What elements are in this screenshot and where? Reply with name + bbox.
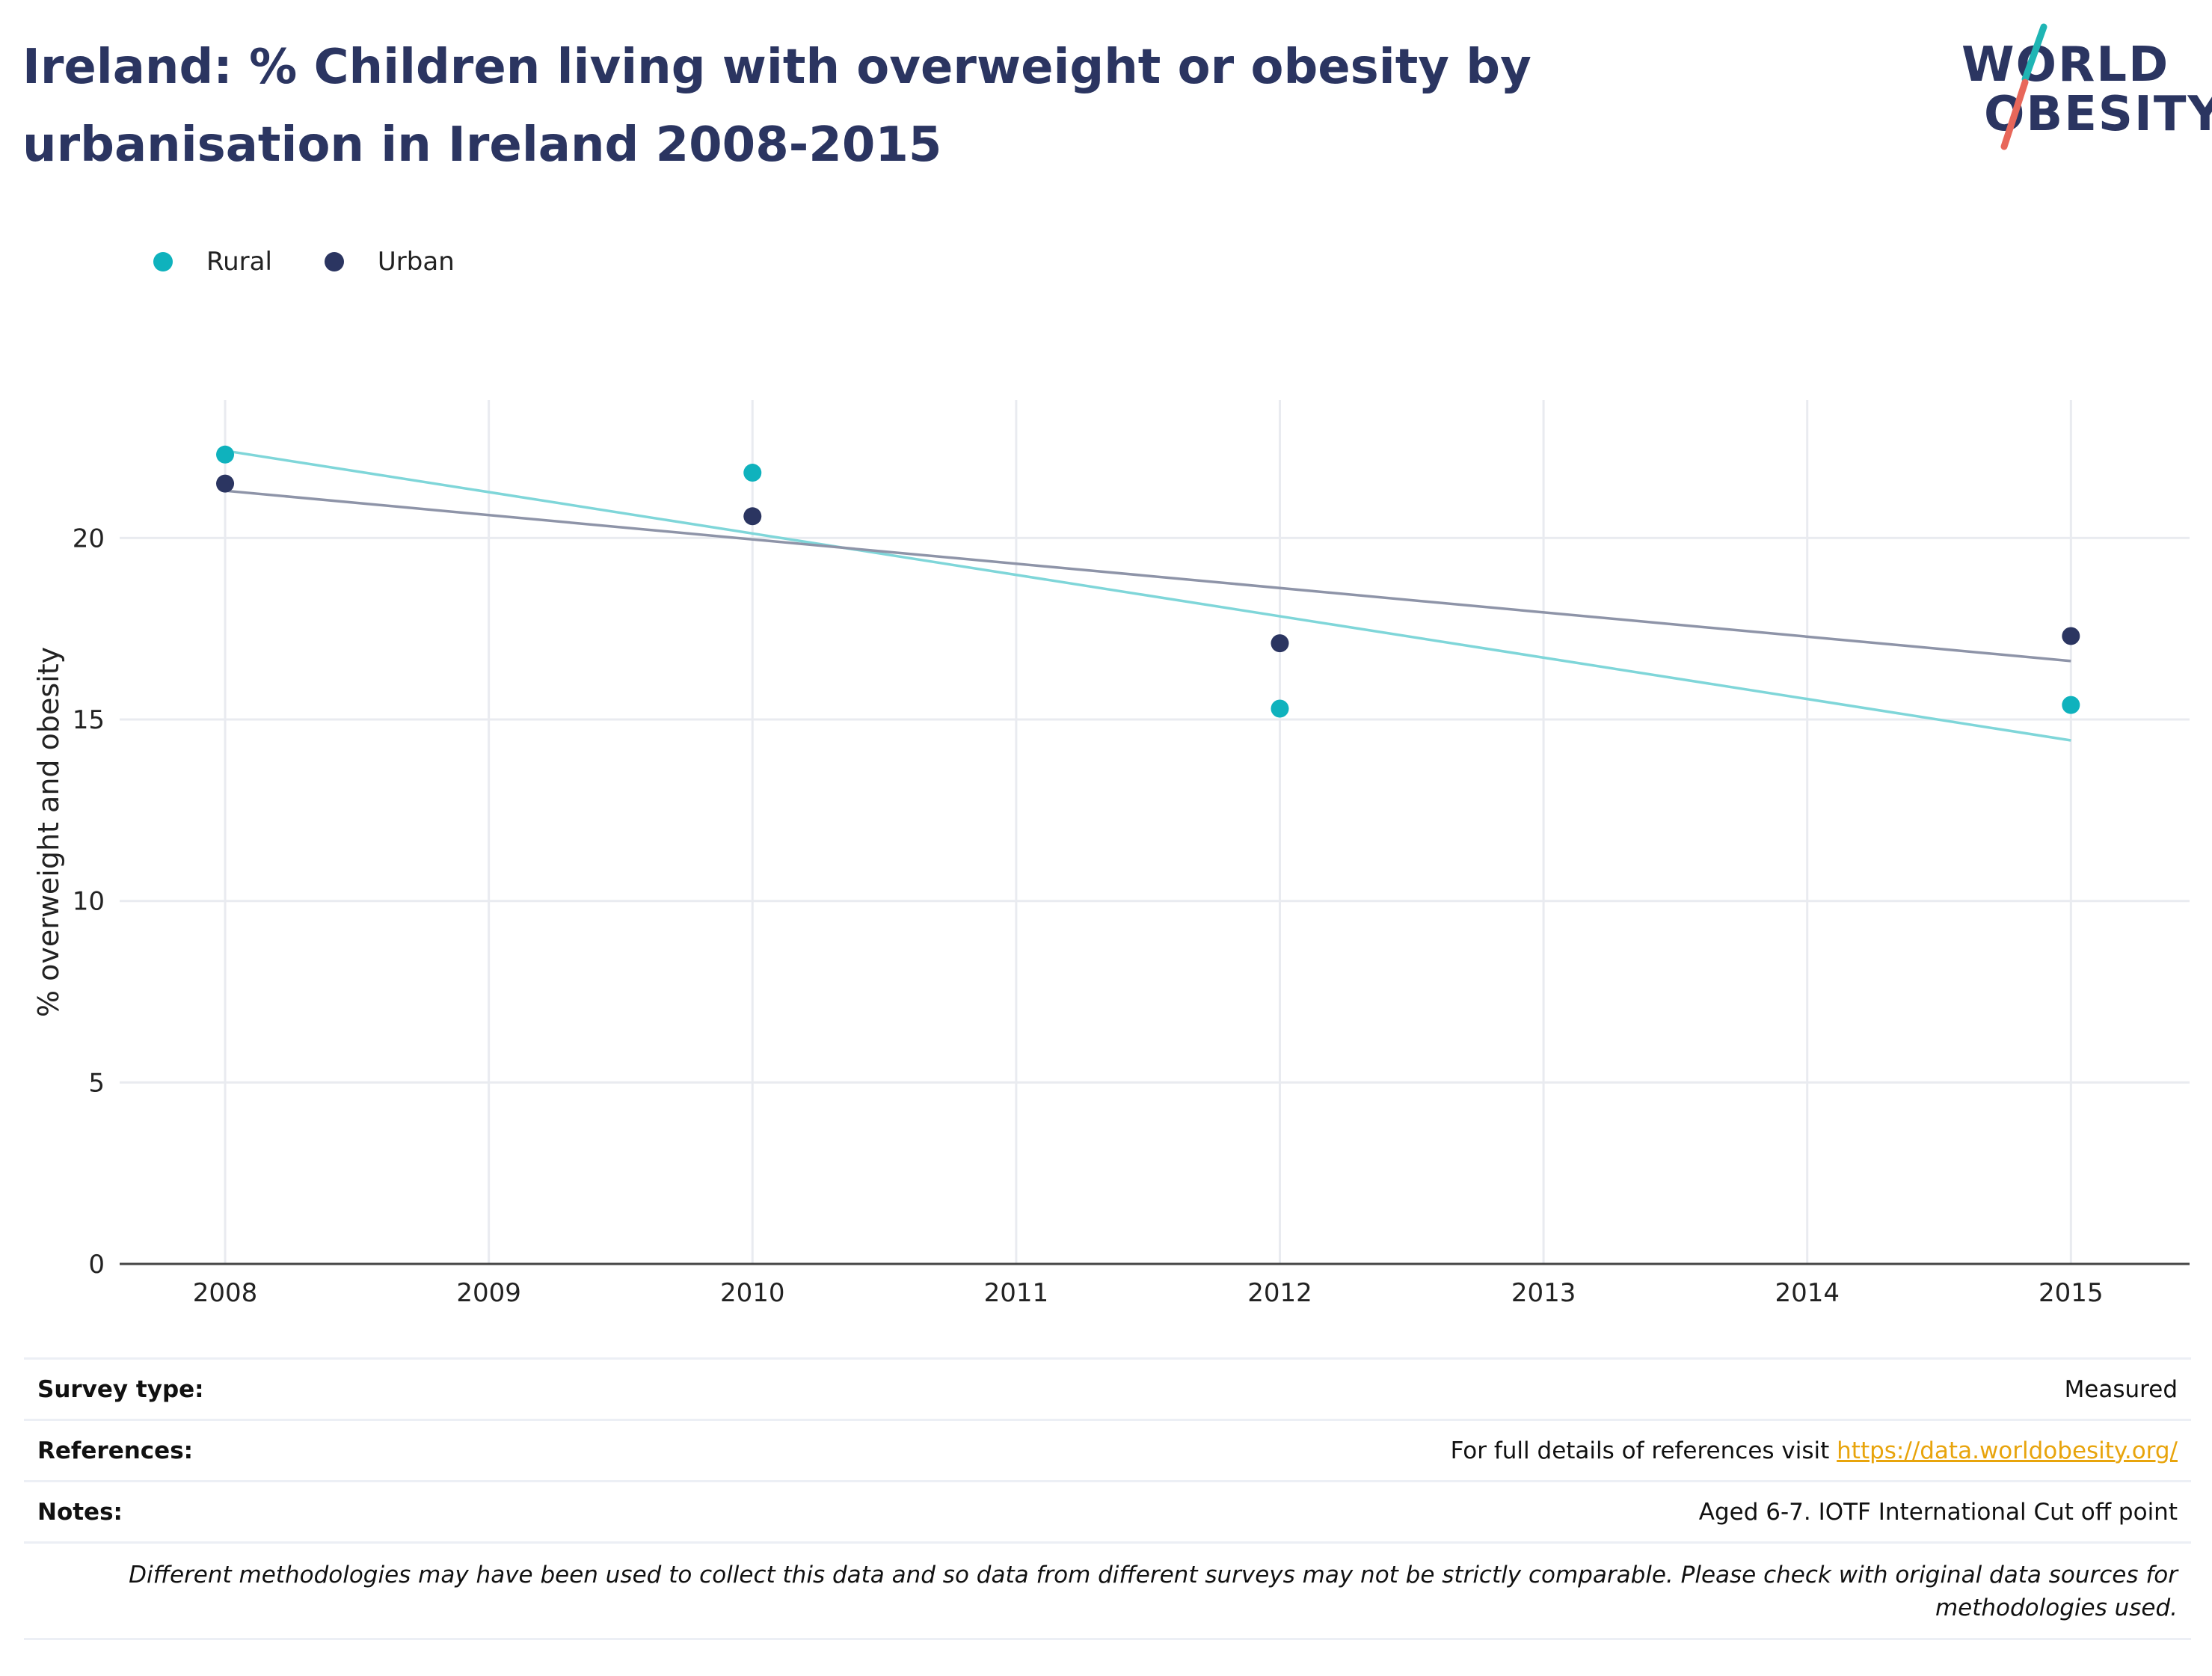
- legend-label-rural: Rural: [206, 247, 272, 277]
- page-title: Ireland: % Children living with overweig…: [22, 40, 1531, 173]
- info-row-references: References: For full details of referenc…: [24, 1419, 2191, 1480]
- legend-marker-rural: [153, 252, 173, 271]
- logo-slash-icon: [2000, 23, 2047, 150]
- references-link[interactable]: https://data.worldobesity.org/: [1837, 1437, 2178, 1464]
- x-tick-label-2012: 2012: [1247, 1278, 1312, 1308]
- scatter-chart: 2008 2009 2010 2011 2012 2013 2014 2015 0 5 10 15 20…: [32, 400, 2190, 1308]
- survey-type-label: Survey type:: [37, 1375, 204, 1403]
- notes-value: Aged 6-7. IOTF International Cut off poi…: [1698, 1498, 2178, 1526]
- trendline-urban: [224, 489, 2071, 663]
- references-prefix: For full details of references visit: [1450, 1437, 1837, 1464]
- y-tick-label-15: 15: [73, 705, 105, 735]
- y-tick-label-0: 0: [88, 1250, 105, 1280]
- point-urban-2010: [743, 507, 762, 526]
- x-tick-label-2008: 2008: [193, 1278, 258, 1308]
- y-tick-label-5: 5: [88, 1068, 105, 1098]
- point-urban-2012: [1271, 634, 1289, 653]
- x-tick-label-2010: 2010: [720, 1278, 785, 1308]
- point-urban-2008: [216, 474, 235, 493]
- point-urban-2015: [2062, 627, 2080, 645]
- legend-item-rural[interactable]: Rural: [153, 247, 272, 277]
- point-rural-2015: [2062, 696, 2080, 714]
- point-rural-2010: [743, 464, 762, 482]
- x-tick-label-2009: 2009: [456, 1278, 521, 1308]
- legend-marker-urban: [324, 252, 344, 271]
- chart-legend: Rural Urban: [153, 247, 507, 277]
- references-label: References:: [37, 1437, 194, 1464]
- survey-type-value: Measured: [2064, 1375, 2178, 1403]
- logo-word-world: WORLD: [1961, 37, 2170, 93]
- x-tick-label-2014: 2014: [1775, 1278, 1840, 1308]
- legend-label-urban: Urban: [377, 247, 455, 277]
- point-rural-2012: [1271, 699, 1289, 718]
- y-tick-label-10: 10: [73, 887, 105, 917]
- methodology-disclaimer: Different methodologies may have been us…: [24, 1541, 2191, 1640]
- x-tick-label-2015: 2015: [2039, 1278, 2104, 1308]
- point-rural-2008: [216, 445, 235, 464]
- y-axis-title: % overweight and obesity: [32, 647, 65, 1017]
- info-row-survey-type: Survey type: Measured: [24, 1357, 2191, 1419]
- y-tick-label-20: 20: [73, 524, 105, 553]
- references-value: For full details of references visit htt…: [1451, 1437, 2178, 1464]
- x-tick-label-2011: 2011: [984, 1278, 1049, 1308]
- info-table: Survey type: Measured References: For fu…: [24, 1357, 2191, 1640]
- legend-item-urban[interactable]: Urban: [324, 247, 455, 277]
- trendline-rural: [224, 449, 2071, 742]
- world-obesity-logo: WORLD OBESITY: [1948, 21, 2212, 163]
- x-tick-label-2013: 2013: [1511, 1278, 1576, 1308]
- info-row-notes: Notes: Aged 6-7. IOTF International Cut …: [24, 1480, 2191, 1541]
- notes-label: Notes:: [37, 1498, 123, 1526]
